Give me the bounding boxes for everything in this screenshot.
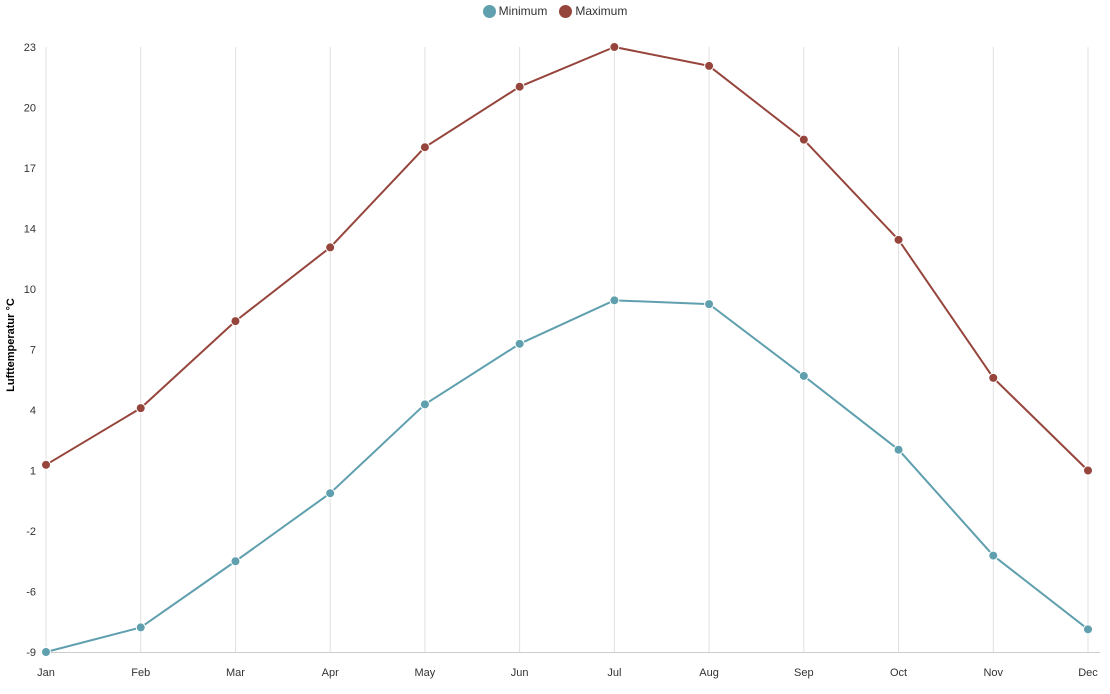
y-tick-3: 14	[24, 224, 36, 236]
x-tick-jun: Jun	[511, 667, 529, 679]
point-maximum-oct[interactable]	[893, 234, 904, 245]
y-tick-1: 20	[24, 103, 36, 115]
point-maximum-jan[interactable]	[41, 459, 51, 470]
legend-swatch-maximum	[559, 4, 573, 18]
point-minimum-jul[interactable]	[609, 295, 620, 306]
point-minimum-oct[interactable]	[893, 444, 904, 455]
x-tick-feb: Feb	[131, 667, 150, 679]
point-maximum-dec[interactable]	[1083, 465, 1093, 476]
x-tick-mar: Mar	[226, 667, 245, 679]
point-maximum-feb[interactable]	[135, 403, 146, 414]
point-maximum-apr[interactable]	[325, 242, 336, 253]
y-tick-9: -6	[26, 587, 36, 599]
point-maximum-nov[interactable]	[988, 372, 999, 383]
point-minimum-sep[interactable]	[798, 370, 809, 381]
series-line-maximum	[45, 46, 1089, 472]
legend-label-maximum: Maximum	[575, 4, 628, 18]
point-minimum-mar[interactable]	[230, 556, 241, 567]
point-minimum-aug[interactable]	[704, 299, 715, 310]
legend-item-maximum[interactable]: Maximum	[559, 4, 627, 18]
series-lines	[45, 46, 1089, 653]
x-tick-jan: Jan	[37, 667, 55, 679]
y-tick-8: -2	[26, 526, 36, 538]
point-maximum-jul[interactable]	[609, 42, 620, 52]
x-tick-aug: Aug	[699, 667, 719, 679]
point-maximum-may[interactable]	[419, 142, 430, 153]
x-tick-nov: Nov	[983, 667, 1003, 679]
point-minimum-may[interactable]	[419, 399, 430, 410]
series-points	[41, 42, 1093, 657]
grid-lines	[45, 47, 1089, 652]
y-tick-4: 10	[24, 284, 36, 296]
point-minimum-jun[interactable]	[514, 338, 525, 349]
y-tick-0: 23	[24, 42, 36, 54]
legend-swatch-minimum	[482, 4, 496, 18]
point-minimum-feb[interactable]	[135, 622, 146, 633]
x-tick-sep: Sep	[794, 667, 814, 679]
y-tick-6: 4	[30, 405, 36, 417]
y-tick-5: 7	[30, 345, 36, 357]
point-maximum-sep[interactable]	[798, 134, 809, 145]
point-maximum-mar[interactable]	[230, 316, 241, 327]
point-maximum-aug[interactable]	[704, 60, 715, 71]
legend-item-minimum[interactable]: Minimum	[482, 4, 548, 18]
x-tick-oct: Oct	[890, 667, 907, 679]
point-minimum-nov[interactable]	[988, 550, 999, 561]
legend: Minimum Maximum	[0, 4, 1110, 18]
point-minimum-dec[interactable]	[1083, 624, 1093, 635]
x-tick-dec: Dec	[1078, 667, 1098, 679]
y-tick-10: -9	[26, 647, 36, 659]
y-axis-title: Lufttemperatur °C	[5, 298, 17, 392]
x-tick-may: May	[415, 667, 436, 679]
tick-labels: Jan Feb Mar Apr May Jun Jul Aug Sep Oct Nov Dec 23 20…	[24, 42, 1099, 679]
point-minimum-apr[interactable]	[325, 488, 336, 499]
series-line-minimum	[45, 299, 1089, 653]
point-minimum-jan[interactable]	[41, 647, 51, 657]
legend-label-minimum: Minimum	[498, 4, 548, 18]
x-tick-jul: Jul	[607, 667, 621, 679]
point-maximum-jun[interactable]	[514, 81, 525, 92]
x-tick-apr: Apr	[322, 667, 339, 679]
y-tick-7: 1	[30, 466, 36, 478]
y-tick-2: 17	[24, 163, 36, 175]
